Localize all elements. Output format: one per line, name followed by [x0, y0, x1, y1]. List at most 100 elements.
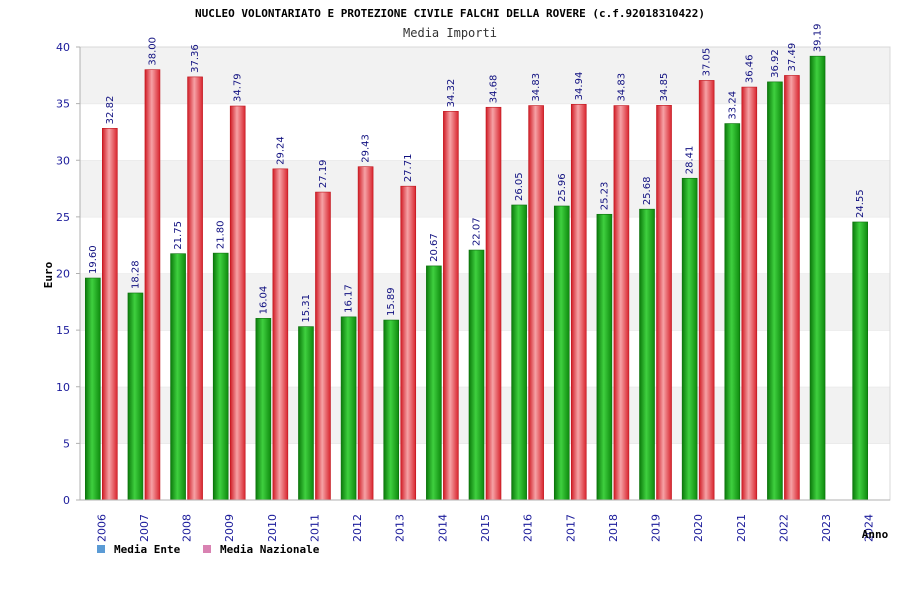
x-tick-label: 2015: [479, 514, 492, 542]
x-tick-label: 2019: [650, 514, 663, 542]
bar-media-ente-2011: [298, 326, 314, 501]
bar-media-nazionale-2013: [400, 185, 417, 501]
x-tick-label: 2016: [522, 514, 535, 542]
bar-media-nazionale-2018: [613, 105, 630, 501]
value-label: 27.71: [403, 154, 414, 183]
bar-media-nazionale-2008: [187, 76, 203, 501]
value-label: 19.60: [88, 245, 99, 274]
value-label: 22.07: [472, 217, 483, 246]
value-label: 28.41: [685, 146, 696, 175]
value-label: 34.68: [489, 75, 500, 104]
x-tick-label: 2008: [181, 514, 194, 542]
value-label: 16.17: [344, 284, 355, 313]
value-label: 34.79: [233, 73, 244, 102]
bar-media-nazionale-2019: [656, 105, 672, 501]
bar-media-ente-2009: [212, 252, 229, 501]
bar-media-ente-2008: [170, 253, 186, 501]
bar-media-ente-2020: [681, 177, 698, 501]
bar-media-ente-2014: [426, 265, 442, 501]
bar-media-ente-2017: [553, 205, 570, 501]
value-label: 20.67: [429, 233, 440, 262]
bar-media-ente-2024: [852, 221, 868, 501]
value-label: 36.92: [770, 49, 781, 78]
value-label: 37.05: [702, 48, 713, 77]
bar-media-ente-2010: [255, 318, 272, 501]
y-tick-label: 0: [63, 494, 70, 507]
x-tick-label: 2014: [436, 514, 449, 542]
y-tick-label: 40: [56, 41, 70, 54]
y-tick-label: 25: [56, 211, 70, 224]
y-tick-label: 15: [56, 324, 70, 337]
value-label: 18.28: [130, 260, 141, 289]
value-label: 37.36: [190, 44, 201, 73]
value-label: 25.68: [642, 177, 653, 206]
value-label: 34.83: [616, 73, 627, 102]
x-tick-label: 2017: [564, 514, 577, 542]
value-label: 29.24: [275, 136, 286, 165]
value-label: 21.80: [216, 220, 227, 249]
value-label: 26.05: [514, 172, 525, 201]
value-label: 27.19: [318, 159, 329, 188]
bars: [85, 55, 868, 501]
bar-media-nazionale-2014: [443, 111, 459, 501]
y-axis-title: Euro: [42, 261, 55, 288]
x-tick-label: 2022: [777, 514, 790, 542]
x-tick-label: 2021: [735, 514, 748, 542]
value-label: 29.43: [361, 134, 372, 163]
x-tick-label: 2018: [607, 514, 620, 542]
x-tick-label: 2023: [820, 514, 833, 542]
value-label: 15.89: [386, 287, 397, 316]
bar-media-ente-2012: [340, 316, 357, 501]
y-tick-label: 30: [56, 154, 70, 167]
bar-media-ente-2016: [511, 204, 527, 501]
x-tick-label: 2011: [308, 514, 321, 542]
value-label: 33.24: [727, 91, 738, 120]
value-label: 16.04: [258, 286, 269, 315]
value-label: 34.85: [659, 73, 670, 102]
x-tick-label: 2013: [394, 514, 407, 542]
bar-media-nazionale-2007: [144, 69, 161, 501]
x-tick-label: 2020: [692, 514, 705, 542]
bar-media-nazionale-2021: [741, 86, 758, 501]
value-label: 39.19: [813, 24, 824, 53]
bar-media-ente-2015: [468, 249, 485, 501]
x-axis: 2006 2007 2008 2009 2010 2011 2012 2013 2014 2015…: [80, 499, 890, 542]
bar-media-nazionale-2012: [357, 166, 374, 501]
value-labels: 19.60 32.82 18.28 38.00 21.75 37.36 21.80 34.79…: [88, 24, 866, 323]
value-label: 24.55: [855, 189, 866, 218]
bar-media-nazionale-2022: [784, 75, 800, 501]
bar-media-ente-2022: [767, 81, 783, 501]
y-tick-label: 20: [56, 268, 70, 281]
bar-media-nazionale-2010: [272, 168, 289, 501]
bar-media-ente-2019: [639, 208, 655, 501]
bar-media-nazionale-2020: [698, 80, 715, 501]
bar-media-nazionale-2016: [528, 105, 544, 501]
x-tick-label: 2009: [223, 514, 236, 542]
legend-label-media-ente: Media Ente: [114, 543, 181, 556]
value-label: 36.46: [744, 54, 755, 83]
x-tick-label: 2006: [95, 514, 108, 542]
y-axis: 0 5 10 15 20 25 30 35 40: [56, 41, 81, 507]
legend-label-media-nazionale: Media Nazionale: [220, 543, 320, 556]
value-label: 38.00: [147, 37, 158, 66]
x-tick-label: 2012: [351, 514, 364, 542]
legend-swatch-media-ente: [97, 545, 105, 553]
bar-media-ente-2021: [724, 123, 741, 501]
value-label: 15.31: [301, 294, 312, 323]
legend-swatch-media-nazionale: [203, 545, 211, 553]
value-label: 34.32: [446, 79, 457, 108]
value-label: 32.82: [105, 96, 116, 125]
y-tick-label: 5: [63, 437, 70, 450]
value-label: 25.96: [557, 173, 568, 202]
bar-media-nazionale-2006: [102, 128, 118, 501]
bar-media-nazionale-2011: [315, 191, 331, 501]
value-label: 34.94: [574, 72, 585, 101]
chart-subtitle: Media Importi: [403, 26, 497, 40]
value-label: 21.75: [173, 221, 184, 250]
chart-title: NUCLEO VOLONTARIATO E PROTEZIONE CIVILE …: [195, 7, 705, 20]
bar-media-ente-2013: [383, 319, 400, 501]
bar-media-ente-2007: [127, 292, 144, 501]
value-label: 34.83: [531, 73, 542, 102]
bar-media-nazionale-2017: [570, 104, 587, 501]
x-tick-label: 2007: [138, 514, 151, 542]
